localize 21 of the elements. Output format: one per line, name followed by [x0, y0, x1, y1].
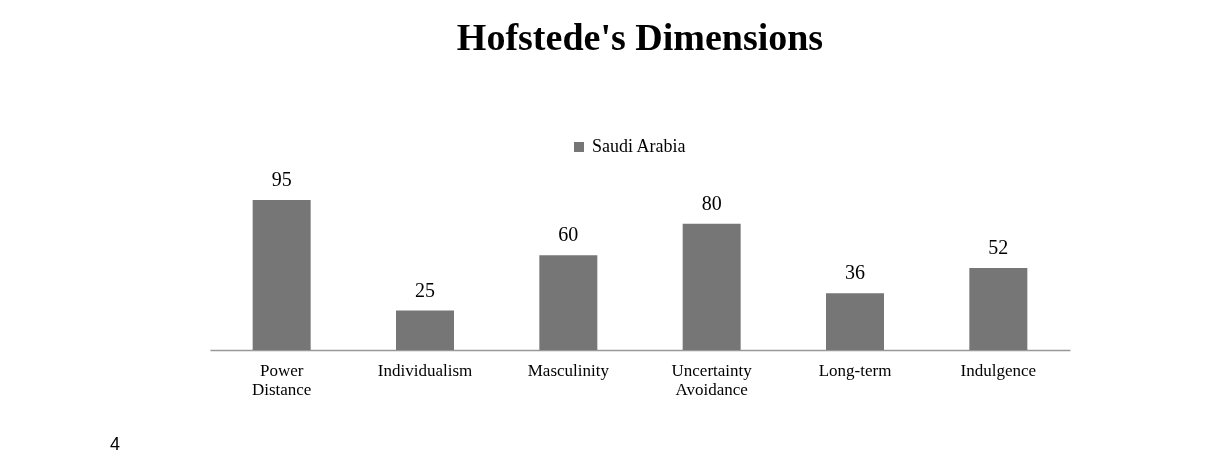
data-label: 25 — [415, 278, 435, 301]
data-label: 60 — [558, 223, 579, 246]
legend-label: Saudi Arabia — [592, 136, 686, 156]
bar — [539, 255, 598, 350]
x-tick-label: Individualism — [377, 360, 473, 380]
chart-title: Hofstede's Dimensions — [456, 16, 824, 58]
x-tick-label: Power Distance — [251, 360, 312, 399]
bar — [969, 267, 1028, 350]
data-label: 80 — [701, 191, 722, 214]
x-tick-label: Uncertainty Avoidance — [671, 360, 753, 399]
x-tick-label: Indulgence — [960, 360, 1037, 380]
data-label: 95 — [271, 168, 292, 190]
data-label: 36 — [845, 261, 865, 284]
text: 4 — [110, 434, 121, 454]
bar — [826, 293, 884, 350]
bar — [396, 310, 454, 350]
x-tick-label: Long-term — [818, 360, 892, 380]
data-label: 52 — [988, 235, 1009, 258]
x-tick-label: Masculinity — [527, 360, 610, 380]
bar — [682, 223, 741, 350]
bar — [252, 200, 311, 350]
